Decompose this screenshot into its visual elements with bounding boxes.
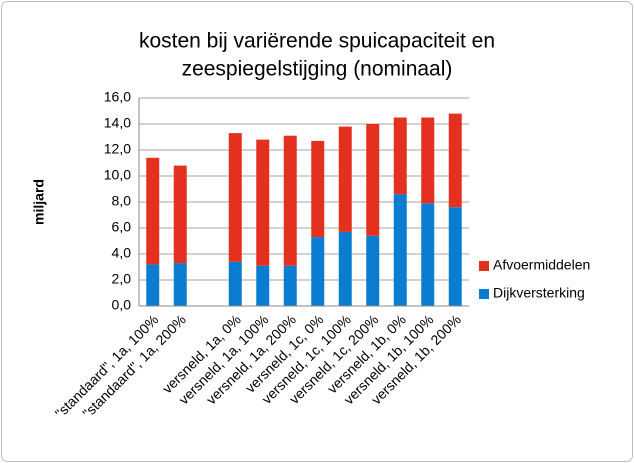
legend-label: Dijkversterking <box>493 285 585 301</box>
bar-segment <box>421 117 435 204</box>
legend-swatch <box>479 289 489 299</box>
y-tick-label: 0,0 <box>112 297 132 313</box>
bar-segment <box>311 140 325 238</box>
bar-segment <box>393 194 407 306</box>
y-tick-label: 14,0 <box>104 115 131 131</box>
y-tick-label: 4,0 <box>112 245 132 261</box>
y-tick-label: 12,0 <box>104 141 131 157</box>
bar-segment <box>283 135 297 266</box>
legend-swatch <box>479 261 489 271</box>
y-tick-label: 16,0 <box>104 89 131 105</box>
bar-segment <box>448 207 462 306</box>
bar-segment <box>228 261 242 306</box>
bar-segment <box>366 124 380 236</box>
bar-segment <box>146 264 160 306</box>
y-axis-label: miljard <box>31 179 47 225</box>
bar-segment <box>311 237 325 306</box>
chart-title: zeespiegelstijging (nominaal) <box>182 58 453 81</box>
bar-segment <box>338 231 352 306</box>
y-tick-label: 6,0 <box>112 219 132 235</box>
bar-segment <box>366 235 380 306</box>
legend-label: Afvoermiddelen <box>493 257 590 273</box>
bar-segment <box>228 133 242 262</box>
chart-title: kosten bij variërende spuicapaciteit en <box>139 30 495 53</box>
bar-segment <box>173 263 187 306</box>
bar-segment <box>256 265 270 306</box>
bar-segment <box>256 139 270 266</box>
y-tick-label: 2,0 <box>112 271 132 287</box>
y-tick-label: 8,0 <box>112 193 132 209</box>
bar-segment <box>448 113 462 208</box>
bar-segment <box>146 157 160 265</box>
bar-segment <box>283 265 297 306</box>
bar-segment <box>338 126 352 232</box>
bar-segment <box>421 203 435 306</box>
bar-segment <box>393 117 407 195</box>
bar-segment <box>173 165 187 264</box>
y-tick-label: 10,0 <box>104 167 131 183</box>
